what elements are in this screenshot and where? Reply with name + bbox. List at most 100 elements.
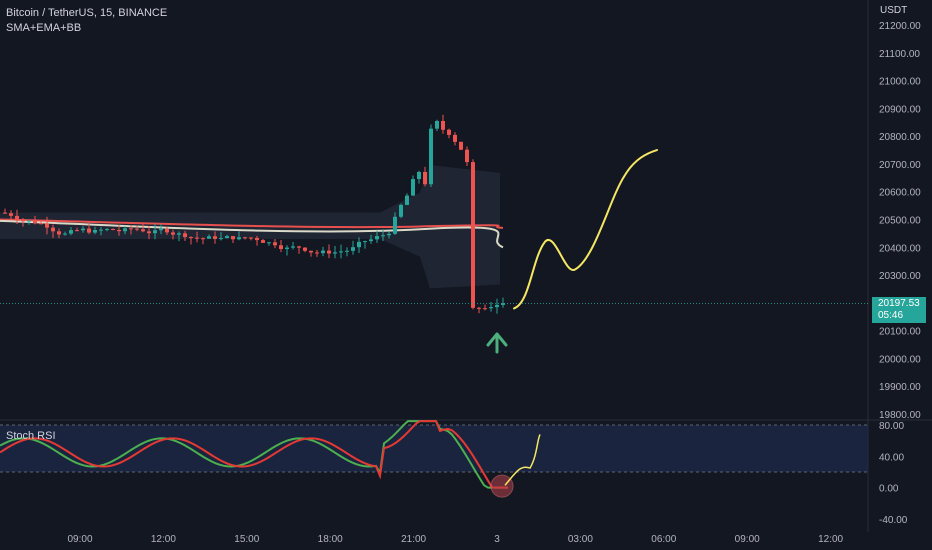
- candle-body: [369, 239, 373, 242]
- bar-countdown: 05:46: [878, 310, 904, 321]
- candle-body: [261, 240, 265, 243]
- candle-body: [375, 236, 379, 240]
- candle-body: [465, 149, 469, 163]
- time-tick-label: 09:00: [67, 534, 92, 545]
- price-tick-label: 20000.00: [879, 354, 921, 365]
- candle-body: [231, 236, 235, 240]
- candle-body: [411, 179, 415, 196]
- candle-body: [21, 219, 25, 222]
- price-tick-label: 20600.00: [879, 188, 921, 199]
- candle-body: [57, 231, 61, 235]
- price-tick-label: 20400.00: [879, 243, 921, 254]
- time-tick-label: 12:00: [818, 534, 843, 545]
- candle-body: [279, 245, 283, 249]
- price-tick-label: 20100.00: [879, 327, 921, 338]
- candle-body: [429, 128, 433, 185]
- rsi-tick-label: 80.00: [879, 421, 904, 432]
- candle-body: [471, 162, 475, 308]
- candle-body: [441, 120, 445, 130]
- candle-body: [39, 223, 43, 225]
- candle-body: [459, 141, 463, 150]
- ema-line: [0, 219, 504, 249]
- candle-body: [237, 237, 241, 240]
- last-price-tag: 20197.53 05:46: [872, 297, 926, 323]
- time-tick-label: 06:00: [651, 534, 676, 545]
- candle-body: [363, 241, 367, 243]
- candle-body: [357, 241, 361, 248]
- candle-body: [165, 228, 169, 233]
- candle-body: [273, 242, 277, 246]
- candle-body: [249, 237, 253, 239]
- candle-body: [333, 252, 337, 254]
- candle-body: [477, 307, 481, 309]
- rsi-tick-label: 40.00: [879, 452, 904, 463]
- candle-body: [195, 237, 199, 239]
- candle-body: [327, 250, 331, 254]
- candle-body: [435, 120, 439, 129]
- candle-body: [207, 236, 211, 239]
- candle-body: [393, 216, 397, 234]
- candle-body: [183, 233, 187, 237]
- symbol-title[interactable]: Bitcoin / TetherUS, 15, BINANCE: [6, 7, 168, 19]
- candle-body: [387, 233, 391, 236]
- price-tick-label: 19900.00: [879, 382, 921, 393]
- projection-annotation: [513, 149, 658, 310]
- candle-body: [321, 250, 325, 254]
- candle-body: [309, 250, 313, 253]
- time-tick-label: 18:00: [318, 534, 343, 545]
- candle-body: [345, 250, 349, 252]
- price-tick-label: 20800.00: [879, 132, 921, 143]
- candle-body: [417, 171, 421, 180]
- candle-body: [201, 238, 205, 240]
- candle-body: [15, 215, 19, 220]
- candle-body: [405, 195, 409, 205]
- candle-body: [87, 228, 91, 233]
- candle-body: [399, 204, 403, 217]
- candle-body: [45, 223, 49, 228]
- stoch-d-line: [0, 420, 508, 489]
- rsi-tick-label: -40.00: [879, 515, 908, 526]
- candle-body: [9, 213, 13, 216]
- candle-body: [351, 247, 355, 251]
- candle-body: [81, 228, 85, 231]
- rsi-band: [0, 425, 868, 472]
- candle-body: [453, 134, 457, 142]
- price-tick-label: 20300.00: [879, 271, 921, 282]
- price-tick-label: 20500.00: [879, 216, 921, 227]
- stoch-rsi-label[interactable]: Stoch RSI: [6, 430, 56, 442]
- candle-body: [105, 228, 109, 230]
- price-tick-label: 21100.00: [879, 49, 920, 60]
- candle-body: [63, 233, 67, 235]
- candle-body: [27, 220, 31, 222]
- candle-body: [339, 251, 343, 253]
- candle-body: [315, 252, 319, 254]
- candle-body: [3, 212, 7, 214]
- indicator-label[interactable]: SMA+EMA+BB: [6, 22, 82, 34]
- candle-body: [297, 246, 301, 248]
- candle-body: [243, 237, 247, 239]
- candle-body: [291, 246, 295, 248]
- candle-body: [123, 228, 127, 232]
- candle-body: [483, 308, 487, 310]
- last-price-value: 20197.53: [878, 298, 920, 309]
- candle-body: [177, 233, 181, 235]
- candle-body: [141, 229, 145, 232]
- candle-body: [255, 237, 259, 241]
- candle-body: [303, 247, 307, 251]
- time-tick-label: 15:00: [234, 534, 259, 545]
- candle-body: [153, 230, 157, 234]
- sma-line: [0, 218, 504, 229]
- candle-body: [285, 247, 289, 249]
- price-tick-label: 20700.00: [879, 160, 921, 171]
- time-tick-label: 12:00: [151, 534, 176, 545]
- candle-body: [447, 129, 451, 135]
- candle-body: [147, 231, 151, 234]
- time-tick-label: 03:00: [568, 534, 593, 545]
- candle-body: [99, 229, 103, 231]
- candle-body: [171, 232, 175, 235]
- candle-body: [51, 227, 55, 232]
- buy-arrow-annotation: [486, 332, 508, 354]
- candle-body: [93, 229, 97, 233]
- price-tick-label: 20900.00: [879, 104, 921, 115]
